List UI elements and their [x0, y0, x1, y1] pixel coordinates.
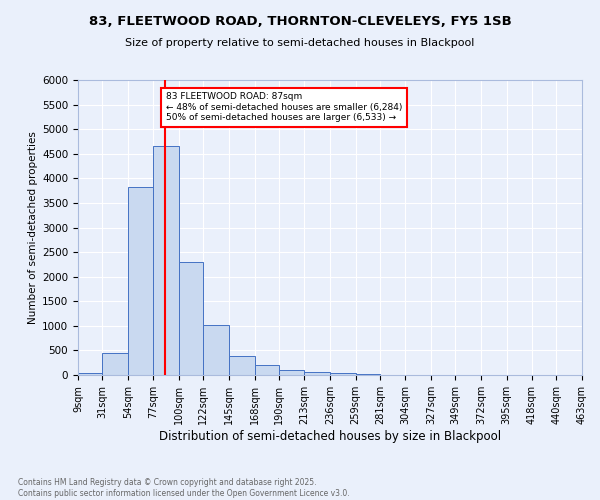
- Bar: [103, 353, 128, 375]
- Bar: [356, 374, 380, 375]
- Bar: [330, 372, 356, 375]
- Bar: [78, 373, 103, 375]
- Bar: [154, 146, 179, 375]
- Bar: [203, 325, 229, 375]
- Bar: [279, 370, 304, 375]
- X-axis label: Distribution of semi-detached houses by size in Blackpool: Distribution of semi-detached houses by …: [159, 430, 501, 442]
- Bar: [304, 372, 330, 375]
- Text: Size of property relative to semi-detached houses in Blackpool: Size of property relative to semi-detach…: [125, 38, 475, 48]
- Text: Contains HM Land Registry data © Crown copyright and database right 2025.
Contai: Contains HM Land Registry data © Crown c…: [18, 478, 350, 498]
- Bar: [254, 366, 279, 375]
- Bar: [128, 187, 154, 375]
- Y-axis label: Number of semi-detached properties: Number of semi-detached properties: [28, 131, 38, 324]
- Bar: [179, 262, 203, 375]
- Text: 83 FLEETWOOD ROAD: 87sqm
← 48% of semi-detached houses are smaller (6,284)
50% o: 83 FLEETWOOD ROAD: 87sqm ← 48% of semi-d…: [166, 92, 402, 122]
- Text: 83, FLEETWOOD ROAD, THORNTON-CLEVELEYS, FY5 1SB: 83, FLEETWOOD ROAD, THORNTON-CLEVELEYS, …: [89, 15, 511, 28]
- Bar: [229, 356, 254, 375]
